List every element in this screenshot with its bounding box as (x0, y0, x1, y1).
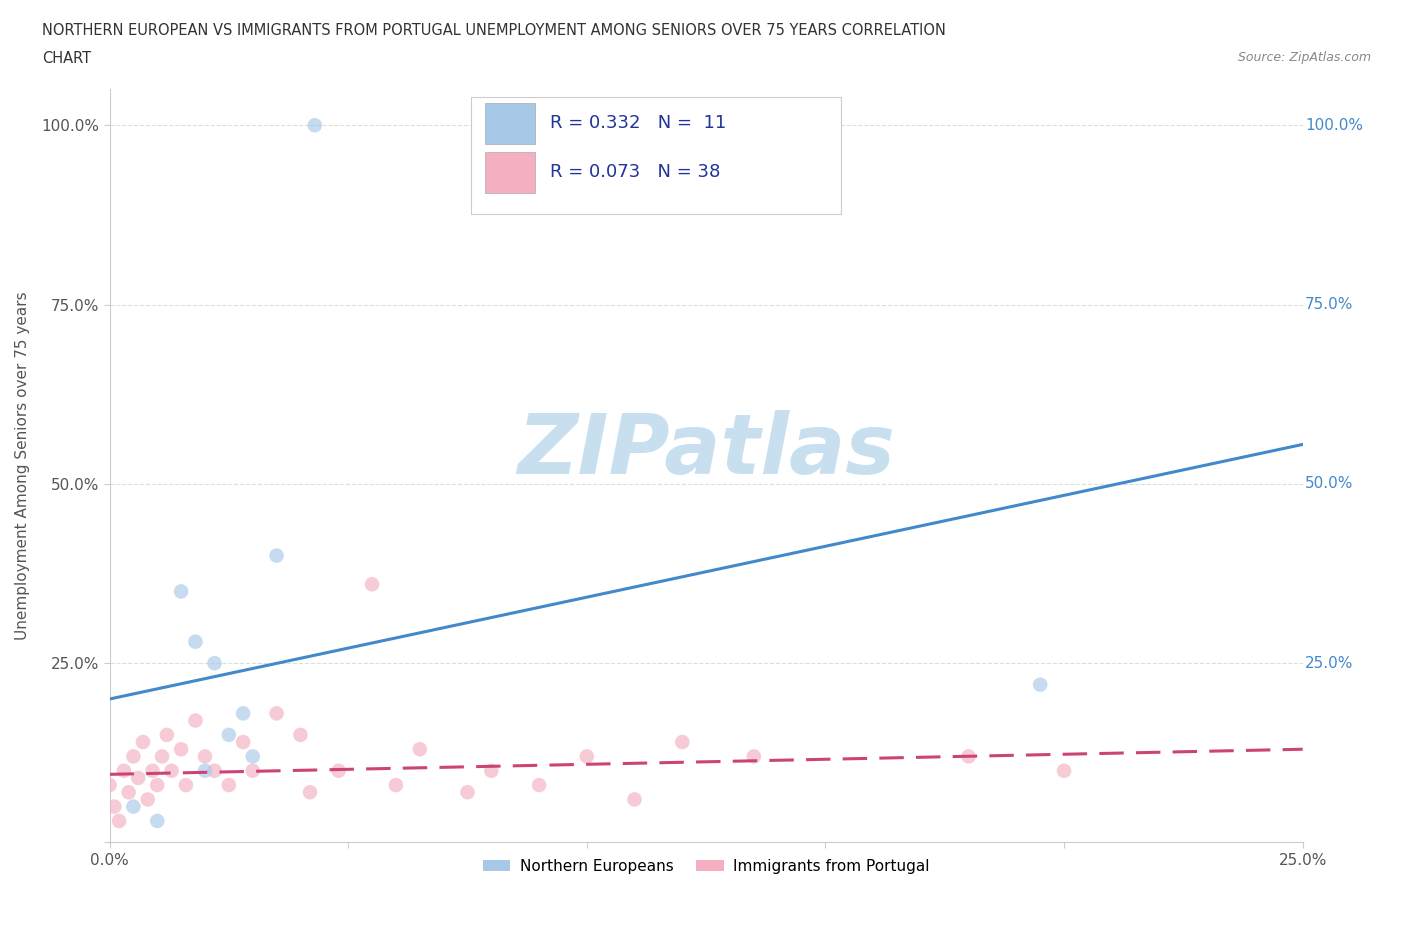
Point (1029, 677, 1052, 692)
Point (266, 548, 288, 563)
Text: NORTHERN EUROPEAN VS IMMIGRANTS FROM PORTUGAL UNEMPLOYMENT AMONG SENIORS OVER 75: NORTHERN EUROPEAN VS IMMIGRANTS FROM POR… (42, 23, 946, 38)
Point (456, 785, 478, 800)
Point (184, 713, 207, 728)
Legend: Northern Europeans, Immigrants from Portugal: Northern Europeans, Immigrants from Port… (477, 853, 935, 880)
Text: 25.0%: 25.0% (1305, 656, 1354, 671)
Text: 75.0%: 75.0% (1305, 297, 1354, 312)
Text: 100.0%: 100.0% (1305, 118, 1362, 133)
Point (98, 777, 121, 792)
Point (112, 764, 135, 778)
Point (527, 777, 550, 792)
Point (117, 785, 139, 800)
Point (103, 799, 125, 814)
Text: ZIPatlas: ZIPatlas (517, 410, 896, 491)
Point (146, 814, 169, 829)
Y-axis label: Unemployment Among Seniors over 75 years: Unemployment Among Seniors over 75 years (15, 292, 30, 640)
Point (150, 749, 173, 764)
Point (242, 764, 264, 778)
Text: R = 0.332   N =  11: R = 0.332 N = 11 (550, 114, 725, 132)
Point (290, 727, 312, 742)
Point (160, 764, 183, 778)
Point (232, 706, 254, 721)
Point (218, 777, 240, 792)
Point (122, 749, 145, 764)
FancyBboxPatch shape (485, 102, 536, 144)
Point (127, 770, 149, 785)
Point (146, 777, 169, 792)
Point (218, 727, 240, 742)
FancyBboxPatch shape (485, 152, 536, 193)
Point (170, 584, 193, 599)
Point (304, 118, 326, 133)
Point (184, 634, 207, 649)
Point (136, 792, 159, 807)
Point (242, 749, 264, 764)
Point (141, 764, 163, 778)
Point (132, 735, 155, 750)
Point (266, 706, 288, 721)
Point (409, 742, 432, 757)
Point (957, 749, 980, 764)
Text: 50.0%: 50.0% (1305, 476, 1354, 491)
Point (170, 742, 193, 757)
Text: CHART: CHART (42, 51, 91, 66)
Text: R = 0.073   N = 38: R = 0.073 N = 38 (550, 164, 720, 181)
Point (742, 749, 765, 764)
Point (174, 777, 197, 792)
Point (204, 656, 226, 671)
Point (671, 735, 693, 750)
Point (194, 749, 217, 764)
Point (108, 814, 131, 829)
Point (204, 764, 226, 778)
Point (623, 792, 645, 807)
Point (361, 577, 384, 591)
Text: Source: ZipAtlas.com: Source: ZipAtlas.com (1237, 51, 1371, 64)
Point (194, 764, 217, 778)
Point (298, 785, 321, 800)
Point (328, 764, 350, 778)
Point (479, 764, 502, 778)
Point (156, 727, 179, 742)
Point (575, 749, 598, 764)
FancyBboxPatch shape (471, 97, 841, 214)
Point (1053, 764, 1076, 778)
Point (232, 735, 254, 750)
Point (122, 799, 145, 814)
Point (385, 777, 408, 792)
